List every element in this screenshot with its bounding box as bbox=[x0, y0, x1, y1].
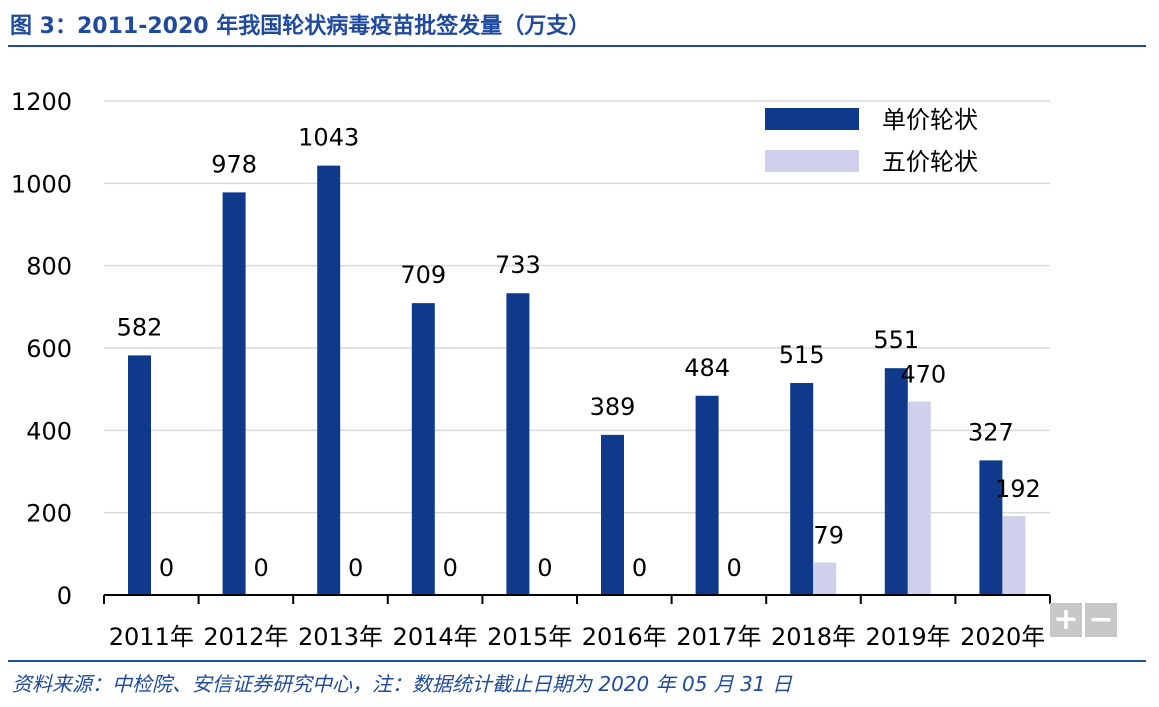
bar-single-2015年 bbox=[506, 293, 530, 595]
bar-penta-2020年 bbox=[1002, 515, 1026, 595]
data-label-penta: 0 bbox=[443, 554, 458, 582]
y-tick-label: 200 bbox=[26, 500, 72, 528]
x-tick-label: 2014年 bbox=[393, 623, 478, 651]
y-tick-label: 600 bbox=[26, 335, 72, 363]
data-label-single: 551 bbox=[873, 326, 919, 354]
data-label-penta: 0 bbox=[253, 554, 268, 582]
bars bbox=[128, 165, 1026, 596]
bar-single-2011年 bbox=[128, 355, 151, 595]
y-tick-label: 800 bbox=[26, 253, 72, 281]
x-tick-label: 2017年 bbox=[676, 623, 761, 651]
data-labels: 582 0 978 0 1043 0 709 0 733 0 389 0 484 0 515 79 551 470… bbox=[117, 124, 1041, 582]
data-label-single: 484 bbox=[684, 354, 730, 382]
x-tick-label: 2011年 bbox=[109, 623, 194, 651]
data-label-single: 709 bbox=[400, 261, 446, 289]
bar-penta-2019年 bbox=[907, 401, 931, 595]
data-label-single: 515 bbox=[779, 341, 825, 369]
data-label-penta: 79 bbox=[813, 521, 844, 549]
axes: 0 200 400 600 800 1000 1200 2011年 2012年 2013年 2014… bbox=[11, 88, 1051, 651]
data-label-penta: 0 bbox=[159, 554, 174, 582]
x-tick-label: 2018年 bbox=[771, 623, 856, 651]
data-label-single: 327 bbox=[968, 418, 1014, 446]
legend-label: 单价轮状 bbox=[882, 106, 978, 134]
footer-divider bbox=[8, 660, 1146, 662]
bar-single-2020年 bbox=[979, 460, 1003, 595]
x-tick-label: 2012年 bbox=[203, 623, 288, 651]
bar-single-2016年 bbox=[601, 434, 624, 595]
y-tick-label: 0 bbox=[57, 582, 72, 610]
chart-title: 图 3：2011-2020 年我国轮状病毒疫苗批签发量（万支） bbox=[10, 14, 591, 39]
data-label-penta: 0 bbox=[537, 554, 552, 582]
data-label-penta: 0 bbox=[726, 554, 741, 582]
bar-single-2018年 bbox=[790, 382, 814, 595]
bar-single-2019年 bbox=[884, 368, 908, 595]
data-label-penta: 0 bbox=[348, 554, 363, 582]
legend-label: 五价轮状 bbox=[882, 148, 978, 176]
y-tick-label: 1000 bbox=[11, 170, 72, 198]
bar-single-2013年 bbox=[317, 165, 341, 596]
title-divider bbox=[8, 45, 1146, 47]
x-tick-label: 2015年 bbox=[487, 623, 572, 651]
y-tick-label: 1200 bbox=[11, 88, 72, 116]
zoom-out-button[interactable]: − bbox=[1085, 603, 1117, 637]
bar-single-2014年 bbox=[411, 303, 435, 595]
bar-penta-2018年 bbox=[813, 562, 837, 595]
legend-swatch-0 bbox=[765, 108, 859, 130]
x-tick-label: 2013年 bbox=[298, 623, 383, 651]
data-label-penta: 0 bbox=[632, 554, 647, 582]
x-tick-label: 2019年 bbox=[866, 623, 951, 651]
data-label-single: 978 bbox=[211, 150, 257, 178]
bar-single-2017年 bbox=[695, 395, 719, 595]
data-label-penta: 192 bbox=[995, 475, 1041, 503]
x-tick-label: 2016年 bbox=[582, 623, 667, 651]
data-label-single: 582 bbox=[117, 313, 163, 341]
source-note: 资料来源：中检院、安信证券研究中心，注：数据统计截止日期为 2020 年 05 … bbox=[12, 672, 792, 696]
bar-single-2012年 bbox=[222, 192, 246, 595]
zoom-in-button[interactable]: + bbox=[1050, 603, 1082, 637]
y-tick-label: 400 bbox=[26, 417, 72, 445]
data-label-single: 733 bbox=[495, 251, 541, 279]
data-label-penta: 470 bbox=[900, 361, 946, 389]
data-label-single: 389 bbox=[590, 393, 636, 421]
legend-swatch-1 bbox=[765, 150, 859, 172]
data-label-single: 1043 bbox=[298, 124, 359, 152]
x-tick-label: 2020年 bbox=[960, 623, 1045, 651]
